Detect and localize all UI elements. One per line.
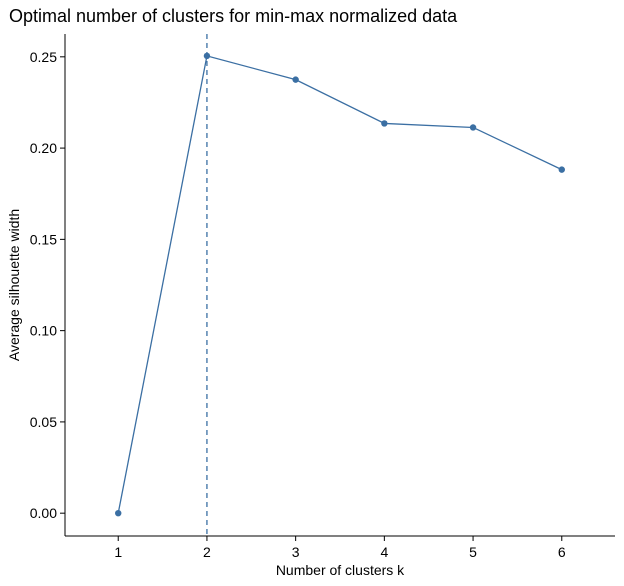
y-tick-label: 0.05 — [30, 414, 57, 430]
data-point — [203, 52, 211, 60]
data-point — [469, 124, 477, 131]
x-tick-label: 6 — [558, 544, 566, 560]
y-tick-label: 0.20 — [30, 140, 57, 156]
y-axis-ticks: 0.00 0.05 0.10 0.15 0.20 0.25 — [30, 49, 65, 521]
chart-title: Optimal number of clusters for min-max n… — [9, 6, 458, 26]
y-tick-label: 0.00 — [30, 505, 57, 521]
y-axis-title: Average silhouette width — [6, 209, 22, 361]
x-tick-label: 2 — [203, 544, 211, 560]
y-tick-label: 0.15 — [30, 231, 57, 247]
x-axis-ticks: 1 2 3 4 5 6 — [114, 536, 566, 560]
x-tick-label: 1 — [114, 544, 122, 560]
x-axis-title: Number of clusters k — [276, 562, 405, 578]
x-tick-label: 5 — [469, 544, 477, 560]
data-point — [381, 120, 388, 127]
plot-area — [115, 34, 565, 536]
data-point — [115, 509, 122, 517]
x-tick-label: 4 — [380, 544, 388, 560]
y-tick-label: 0.25 — [30, 49, 57, 65]
y-tick-label: 0.10 — [30, 323, 57, 339]
data-point — [292, 76, 299, 83]
x-tick-label: 3 — [292, 544, 300, 560]
data-point — [558, 166, 565, 173]
series-line — [117, 55, 563, 514]
